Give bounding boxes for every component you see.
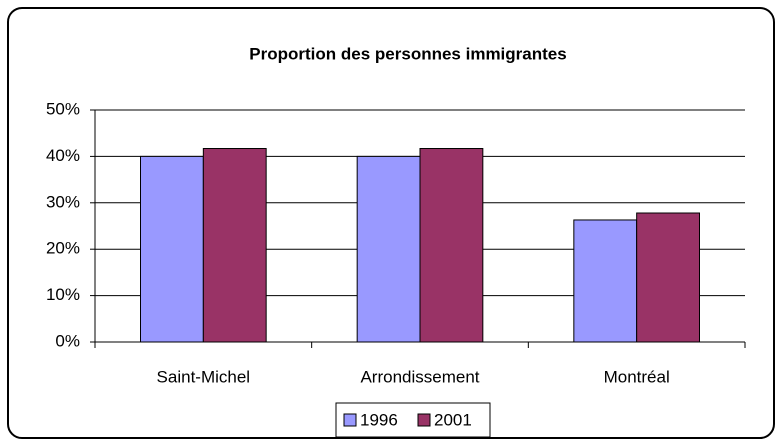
bar bbox=[573, 219, 638, 343]
y-tick-label: 40% bbox=[46, 146, 80, 165]
y-tick-label: 0% bbox=[55, 331, 80, 350]
legend-label: 2001 bbox=[434, 410, 472, 429]
bar bbox=[202, 148, 267, 343]
legend-swatch bbox=[343, 413, 357, 427]
legend-box bbox=[335, 402, 491, 438]
y-tick-label: 20% bbox=[46, 239, 80, 258]
chart-title: Proportion des personnes immigrantes bbox=[249, 44, 566, 63]
bar bbox=[636, 212, 701, 343]
y-tick-label: 50% bbox=[46, 99, 80, 118]
bar bbox=[140, 155, 204, 343]
y-tick-label: 10% bbox=[46, 285, 80, 304]
legend-swatch bbox=[417, 413, 431, 427]
bar bbox=[419, 148, 484, 343]
x-tick-label: Arrondissement bbox=[360, 367, 479, 386]
x-tick-label: Montréal bbox=[604, 367, 670, 386]
x-tick-label: Saint-Michel bbox=[157, 367, 251, 386]
legend-label: 1996 bbox=[360, 410, 398, 429]
bar bbox=[356, 155, 421, 343]
y-tick-label: 30% bbox=[46, 192, 80, 211]
